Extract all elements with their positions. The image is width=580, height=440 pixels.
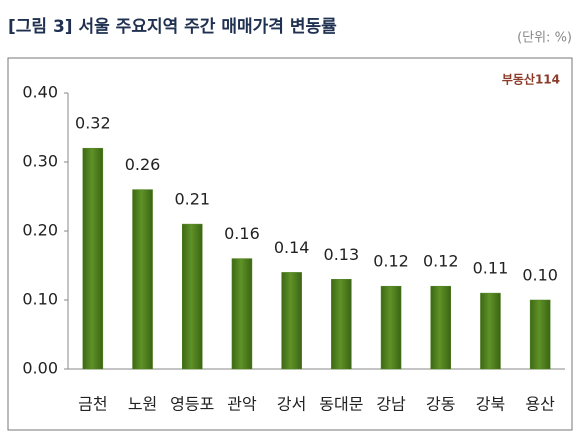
chart-title: [그림 3] 서울 주요지역 주간 매매가격 변동률	[8, 17, 337, 37]
x-tick-label: 강동	[426, 395, 455, 414]
value-label: 0.21	[174, 190, 210, 209]
bar	[182, 223, 203, 370]
x-tick-label: 금천	[78, 395, 107, 414]
y-tick-label: 0.30	[22, 152, 58, 171]
x-tick-label: 영등포	[170, 395, 214, 414]
bar	[231, 258, 253, 370]
x-tick-label: 강남	[376, 395, 406, 414]
bar	[529, 299, 551, 370]
chart-frame	[7, 57, 573, 431]
y-tick-label: 0.40	[22, 83, 58, 102]
value-label: 0.10	[522, 266, 558, 285]
y-tick-label: 0.20	[22, 221, 58, 240]
bar	[380, 285, 402, 370]
logo: 부동산114	[502, 72, 560, 87]
value-label: 0.16	[224, 224, 260, 243]
value-label: 0.26	[125, 155, 161, 174]
x-tick-label: 노원	[128, 395, 157, 414]
x-tick-label: 강서	[277, 395, 306, 414]
bar	[480, 292, 501, 370]
x-tick-label: 동대문	[319, 395, 363, 414]
value-label: 0.32	[75, 114, 111, 133]
bar	[430, 285, 451, 370]
bar	[82, 147, 104, 370]
value-label: 0.12	[423, 252, 459, 271]
bar	[132, 189, 153, 370]
value-label: 0.13	[324, 245, 360, 264]
x-tick-label: 용산	[525, 395, 555, 414]
value-label: 0.12	[373, 252, 409, 271]
x-tick-label: 강북	[476, 395, 505, 414]
bar	[281, 272, 302, 370]
unit-note: (단위: %)	[517, 31, 572, 46]
value-label: 0.11	[473, 259, 509, 278]
value-label: 0.14	[274, 238, 310, 257]
y-tick-label: 0.00	[22, 359, 58, 378]
bar	[331, 279, 352, 370]
x-tick-label: 관악	[227, 395, 257, 414]
y-tick-label: 0.10	[22, 290, 58, 309]
